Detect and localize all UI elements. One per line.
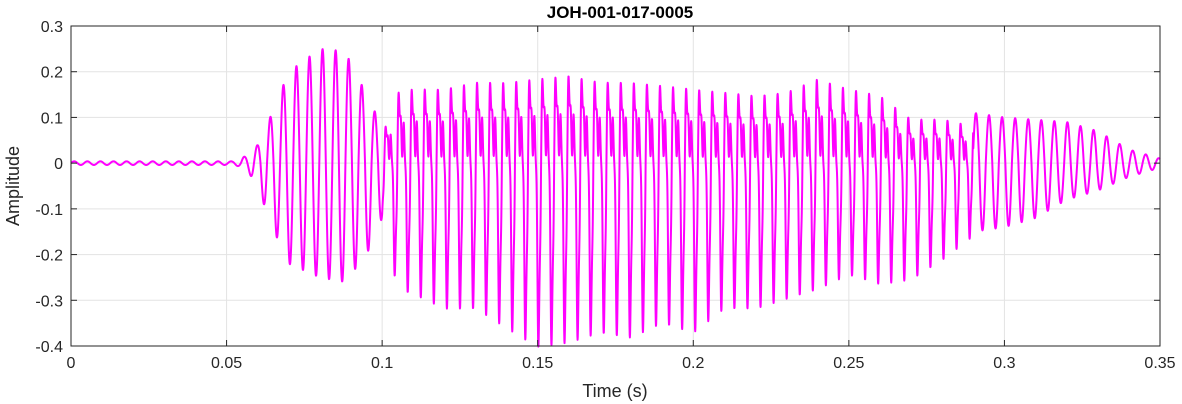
y-tick-label: 0.3 [41, 19, 63, 36]
x-tick-label: 0.3 [993, 355, 1015, 372]
plot-frame [70, 25, 1161, 347]
x-tick-label: 0.25 [833, 355, 864, 372]
chart-title: JOH-001-017-0005 [547, 3, 693, 22]
x-tick-label: 0.05 [211, 355, 242, 372]
y-tick-label: -0.2 [35, 248, 63, 265]
y-axis-label: Amplitude [3, 146, 23, 226]
waveform-series [70, 48, 1161, 348]
x-axis-label: Time (s) [582, 381, 647, 401]
y-tick-label: 0.2 [41, 65, 63, 82]
y-tick-label: -0.1 [35, 202, 63, 219]
x-tick-label: 0.35 [1144, 355, 1175, 372]
waveform-line [70, 48, 1161, 348]
y-tick-label: 0.1 [41, 110, 63, 127]
y-tick-label: 0 [54, 156, 63, 173]
y-tick-label: -0.4 [35, 339, 63, 356]
x-tick-label: 0.1 [371, 355, 393, 372]
x-tick-label: 0.15 [522, 355, 553, 372]
x-tick-label: 0 [67, 355, 76, 372]
axis-ticks: 0 0.05 0.1 0.15 0.2 0.25 0.3 0.35 -0.4 -0.3 -0.2 -0… [35, 19, 1175, 372]
y-tick-label: -0.3 [35, 293, 63, 310]
x-tick-label: 0.2 [682, 355, 704, 372]
